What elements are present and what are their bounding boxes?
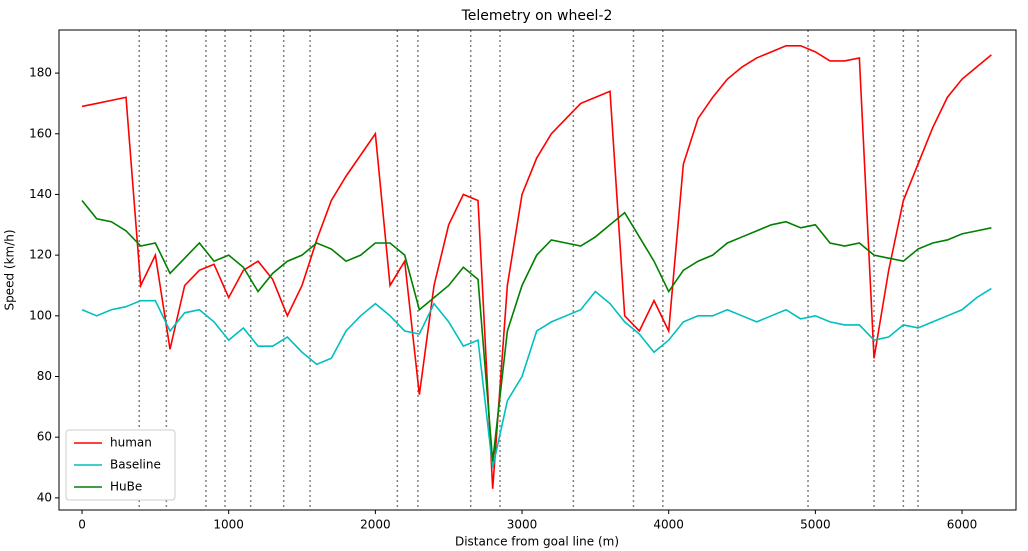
x-axis-label: Distance from goal line (m) — [455, 535, 619, 549]
x-tick-label: 5000 — [800, 518, 831, 532]
y-tick-label: 120 — [29, 248, 52, 262]
x-tick-label: 1000 — [213, 518, 244, 532]
series-line — [81, 44, 992, 489]
series-line — [81, 200, 992, 462]
x-tick-label: 2000 — [360, 518, 391, 532]
legend-label: human — [110, 436, 152, 450]
series-line — [81, 287, 992, 468]
x-tick-label: 0 — [78, 518, 86, 532]
legend-label: Baseline — [110, 458, 161, 472]
y-tick-label: 100 — [29, 308, 52, 322]
legend-label: HuBe — [110, 480, 142, 494]
legend: human Baseline HuBe — [65, 429, 176, 501]
chart-title: Telemetry on wheel-2 — [461, 8, 613, 24]
y-axis-label: Speed (km/h) — [3, 229, 17, 310]
legend-box — [65, 429, 176, 501]
x-tick-label: 6000 — [947, 518, 978, 532]
y-tick-label: 80 — [37, 369, 52, 383]
x-tick-label: 4000 — [653, 518, 684, 532]
y-tick-label: 180 — [29, 66, 52, 80]
y-tick-label: 60 — [37, 430, 52, 444]
x-tick-label: 3000 — [507, 518, 538, 532]
y-tick-label: 40 — [37, 490, 52, 504]
plot-frame — [58, 29, 1017, 511]
y-tick-label: 160 — [29, 126, 52, 140]
y-tick-label: 140 — [29, 187, 52, 201]
